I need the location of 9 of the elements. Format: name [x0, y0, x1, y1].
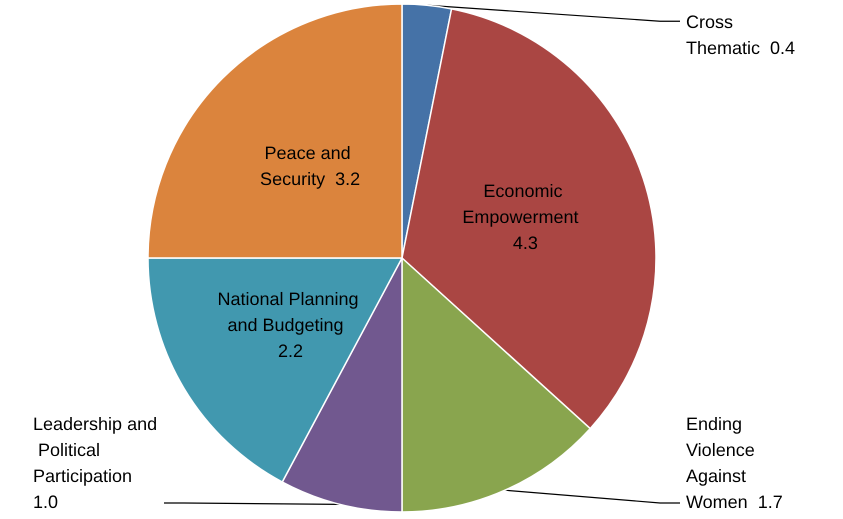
slice-label: Cross Thematic 0.4: [686, 12, 796, 58]
data-label: 4.3: [512, 233, 538, 254]
slice-label: Economic Empowerment: [462, 181, 588, 228]
slice-label: National Planning and Budgeting: [217, 288, 364, 335]
slice-label: Peace and Security 3.2: [260, 143, 360, 190]
data-label: 2.2: [278, 340, 304, 361]
slice-label: Leadership and Political Participation: [33, 414, 158, 486]
data-label: 1.0: [33, 492, 58, 512]
slice-label: Ending Violence Against Women 1.7: [686, 414, 783, 512]
